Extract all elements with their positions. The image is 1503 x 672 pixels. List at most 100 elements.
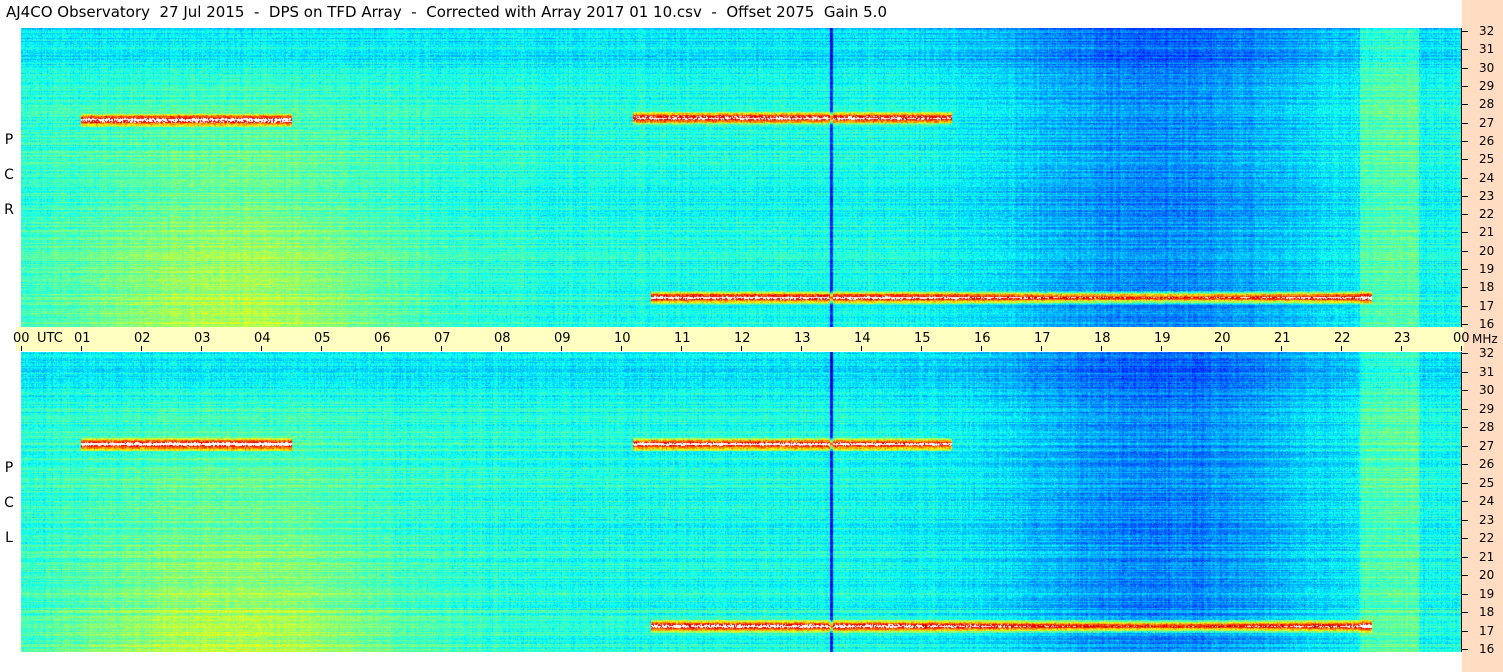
utc-tick-mark <box>1101 346 1102 351</box>
frequency-unit-label: MHz <box>1472 332 1498 346</box>
lcp-heatmap-canvas <box>21 352 1461 652</box>
utc-tick-mark <box>201 346 202 351</box>
utc-tick-label: 16 <box>974 331 991 346</box>
frequency-tick-mark <box>1462 214 1468 216</box>
frequency-tick-label: 29 <box>1479 401 1495 416</box>
utc-tick-mark <box>681 346 682 351</box>
frequency-tick-mark <box>1462 538 1468 539</box>
utc-tick-mark <box>621 346 622 351</box>
utc-tick-label: 17 <box>1034 331 1051 346</box>
utc-tick-label: 20 <box>1214 331 1231 346</box>
utc-tick-label: 12 <box>734 331 751 346</box>
rcp-label-c: C <box>4 167 14 183</box>
utc-tick-label: 06 <box>374 331 391 346</box>
frequency-tick-label: 30 <box>1479 60 1495 75</box>
frequency-tick-label: 18 <box>1479 605 1495 619</box>
frequency-tick-label: 19 <box>1479 262 1495 277</box>
frequency-tick-label: 19 <box>1479 586 1495 601</box>
frequency-tick-mark <box>1462 250 1468 252</box>
utc-tick-label: 00 <box>1453 331 1470 346</box>
utc-tick-mark <box>1461 346 1462 351</box>
utc-tick-label: 07 <box>434 331 451 346</box>
utc-tick-label: 03 <box>194 331 211 346</box>
frequency-tick-label: 20 <box>1479 243 1495 258</box>
utc-tick-label: 18 <box>1094 331 1111 346</box>
frequency-tick-mark <box>1462 269 1468 271</box>
frequency-tick-mark <box>1462 305 1468 307</box>
utc-tick-mark <box>921 346 922 351</box>
frequency-tick-mark <box>1462 427 1468 428</box>
utc-tick-label: 10 <box>614 331 631 346</box>
utc-tick-mark <box>741 346 742 351</box>
frequency-tick-mark <box>1462 371 1468 373</box>
frequency-tick-label: 28 <box>1479 420 1495 434</box>
frequency-tick-label: 20 <box>1479 568 1495 582</box>
frequency-tick-mark <box>1462 177 1468 179</box>
frequency-tick-label: 23 <box>1479 512 1495 527</box>
utc-tick-mark <box>981 346 982 351</box>
utc-tick-label: 22 <box>1334 331 1351 346</box>
frequency-axis-background <box>1462 0 1503 672</box>
frequency-tick-mark <box>1462 31 1468 32</box>
frequency-tick-mark <box>1462 49 1468 51</box>
utc-tick-mark <box>21 346 22 351</box>
lcp-label-c: C <box>4 495 14 511</box>
rcp-label-p: P <box>4 132 14 148</box>
frequency-tick-mark <box>1462 122 1468 124</box>
rcp-heatmap-canvas <box>21 28 1461 327</box>
frequency-tick-label: 31 <box>1479 42 1495 57</box>
lcp-label-l: L <box>5 530 13 546</box>
utc-tick-label: 19 <box>1154 331 1171 346</box>
utc-tick-label: 05 <box>314 331 331 346</box>
frequency-tick-label: 22 <box>1479 207 1495 222</box>
utc-tick-label: 13 <box>794 331 811 346</box>
frequency-tick-label: 29 <box>1479 78 1495 93</box>
frequency-tick-mark <box>1462 630 1468 632</box>
rcp-frequency-axis-line <box>1461 28 1462 327</box>
frequency-tick-label: 32 <box>1479 346 1495 360</box>
frequency-tick-label: 25 <box>1479 152 1495 167</box>
frequency-tick-mark <box>1462 195 1468 197</box>
frequency-tick-mark <box>1462 482 1468 484</box>
utc-tick-mark <box>501 346 502 351</box>
frequency-tick-label: 22 <box>1479 531 1495 545</box>
frequency-tick-label: 30 <box>1479 383 1495 397</box>
rcp-spectrogram <box>21 28 1461 327</box>
frequency-tick-mark <box>1462 159 1468 161</box>
utc-tick-label: 09 <box>554 331 571 346</box>
utc-tick-label: 11 <box>674 331 691 346</box>
frequency-tick-mark <box>1462 104 1468 106</box>
frequency-tick-mark <box>1462 464 1468 465</box>
frequency-tick-mark <box>1462 519 1468 521</box>
frequency-tick-label: 31 <box>1479 364 1495 379</box>
frequency-tick-label: 21 <box>1479 549 1495 564</box>
frequency-tick-mark <box>1462 445 1468 447</box>
utc-tick-mark <box>81 346 82 351</box>
frequency-tick-mark <box>1462 67 1468 69</box>
utc-tick-mark <box>1401 346 1402 351</box>
frequency-tick-label: 16 <box>1479 642 1495 656</box>
frequency-tick-label: 23 <box>1479 188 1495 203</box>
utc-tick-label: 23 <box>1394 331 1411 346</box>
utc-tick-label: 15 <box>914 331 931 346</box>
rcp-label-r: R <box>4 202 14 218</box>
frequency-tick-mark <box>1462 556 1468 558</box>
utc-tick-mark <box>1341 346 1342 351</box>
utc-tick-label: 04 <box>254 331 271 346</box>
utc-tick-label: 14 <box>854 331 871 346</box>
frequency-tick-mark <box>1462 324 1468 325</box>
frequency-tick-label: 25 <box>1479 475 1495 490</box>
frequency-tick-label: 26 <box>1479 133 1495 148</box>
frequency-tick-label: 24 <box>1479 170 1495 185</box>
utc-tick-label: 21 <box>1274 331 1291 346</box>
utc-tick-mark <box>801 346 802 351</box>
frequency-tick-label: 27 <box>1479 115 1495 130</box>
utc-tick-mark <box>321 346 322 351</box>
utc-tick-label: 02 <box>134 331 151 346</box>
utc-tick-mark <box>441 346 442 351</box>
frequency-tick-mark <box>1462 501 1468 502</box>
frequency-tick-label: 26 <box>1479 457 1495 471</box>
frequency-tick-label: 17 <box>1479 298 1495 313</box>
utc-tick-label: 08 <box>494 331 511 346</box>
frequency-tick-label: 27 <box>1479 438 1495 453</box>
